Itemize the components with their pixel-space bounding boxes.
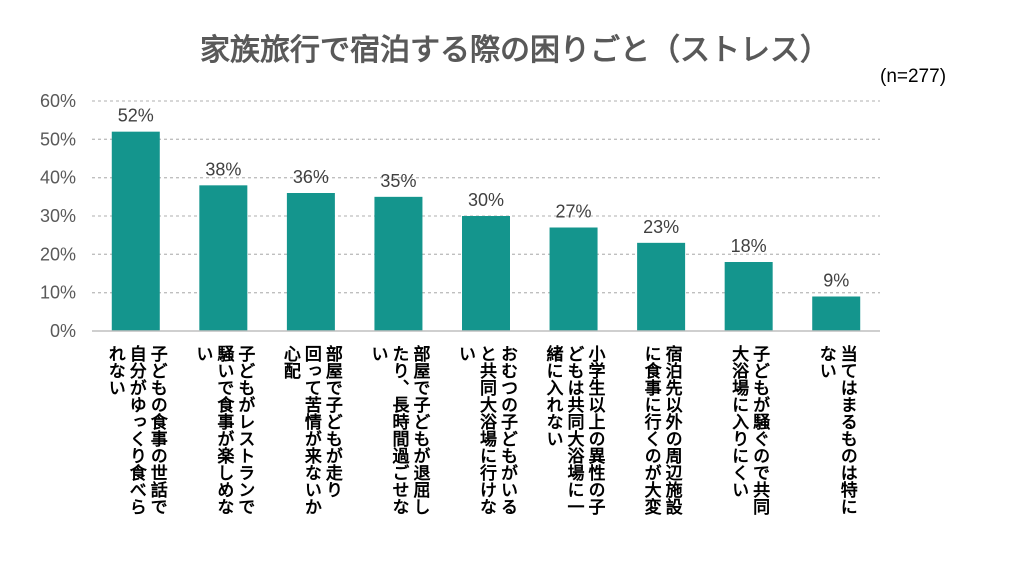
y-tick-label: 40% [40, 168, 76, 188]
bar [374, 196, 423, 331]
category-label: 騒いで食事が楽しめな [213, 345, 234, 515]
category-label: れない [105, 345, 126, 396]
bar [462, 216, 510, 331]
data-label: 35% [380, 171, 416, 191]
category-label: に食事に行くのが大変 [641, 345, 663, 516]
category-label: 緒に入れない [543, 344, 564, 447]
category-label: 宿泊先以外の周辺施設 [662, 344, 683, 516]
data-label: 38% [205, 159, 241, 179]
y-tick-label: 30% [40, 206, 76, 226]
bar [549, 227, 598, 331]
category-label: 部屋で子どもが退屈し [409, 344, 430, 515]
bar [111, 131, 160, 331]
category-label: 大浴場に入りにくい [728, 344, 749, 498]
y-tick-label: 0% [50, 321, 76, 341]
category-label: と共同大浴場に行けな [476, 345, 498, 515]
sample-size-note: (n=277) [880, 66, 946, 87]
category-label: ない [816, 345, 836, 379]
y-tick-label: 20% [40, 244, 76, 264]
bar [286, 193, 335, 331]
category-label: 自分がゆっくり食べら [126, 344, 147, 515]
category-label: 当てはまるものは特に [837, 344, 858, 515]
category-label: たり、長時間過ごせな [388, 345, 409, 515]
bar [199, 185, 248, 331]
y-axis-ticks: 0% 10% 20% 30% 40% 50% 60% [40, 91, 76, 341]
category-label: い [192, 345, 212, 362]
data-label: 27% [556, 202, 592, 222]
category-label: い [367, 345, 387, 362]
y-tick-label: 50% [40, 129, 76, 149]
data-label: 18% [731, 236, 767, 256]
category-label: い [455, 345, 475, 362]
bar [637, 242, 686, 331]
bars [111, 131, 861, 331]
bar [812, 296, 861, 331]
y-tick-label: 10% [40, 283, 76, 303]
category-label: おむつの子どもがいる [497, 345, 518, 515]
category-label: 回って苦情が来ないか [301, 345, 323, 515]
bar [724, 262, 773, 331]
category-label: 部屋で子どもが走り [322, 344, 343, 498]
category-label: 子どもがレストランで [234, 345, 255, 515]
y-tick-label: 60% [40, 91, 76, 111]
data-label: 30% [468, 190, 504, 210]
category-label: 心配 [280, 345, 301, 379]
category-label: 小学生以上の異性の子 [585, 345, 606, 516]
data-label: 23% [643, 217, 679, 237]
category-label: 子どもが騒ぐので共同 [749, 345, 770, 516]
data-labels: 52% 38% 36% 35% 30% 27% 23% 18% 9% [118, 106, 849, 291]
data-label: 52% [118, 106, 154, 126]
data-label: 36% [293, 167, 329, 187]
category-label: 子どもの食事の世話で [147, 345, 168, 515]
category-label: どもは共同大浴場に一 [564, 345, 585, 515]
data-label: 9% [823, 271, 849, 291]
chart-title: 家族旅行で宿泊する際の困りごと（ストレス） [200, 33, 830, 68]
